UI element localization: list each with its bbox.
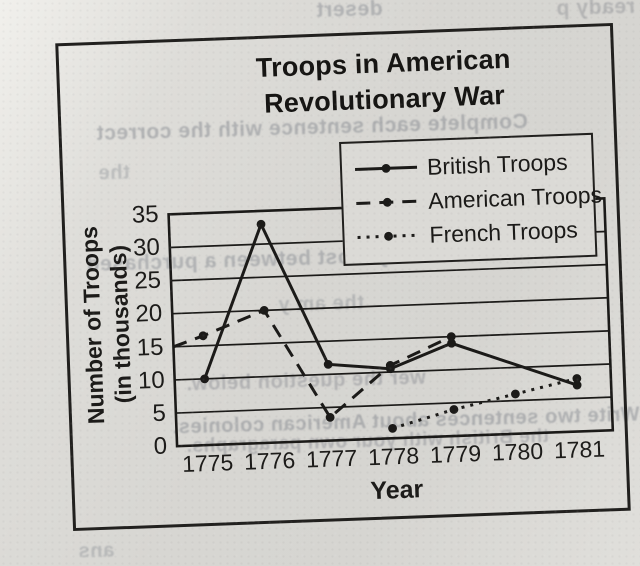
data-point-marker [572, 380, 582, 390]
chart-title-line2: Revolutionary War [263, 79, 506, 119]
y-tick-label: 5 [152, 399, 167, 427]
data-point-marker [447, 338, 456, 348]
x-tick-label: 1778 [367, 442, 420, 471]
data-point-marker [325, 412, 335, 422]
series-line-solid [203, 220, 578, 387]
data-point-marker [449, 405, 459, 414]
y-tick-label: 0 [153, 432, 168, 461]
gridline [173, 330, 610, 348]
gridline [172, 296, 608, 315]
legend-label: American Troops [427, 180, 603, 214]
legend-swatch-solid [355, 163, 418, 173]
legend-label: French Troops [429, 215, 579, 248]
y-tick-label: 20 [135, 300, 163, 329]
x-tick-label: 1777 [305, 444, 358, 473]
series-line-dashed [172, 308, 452, 420]
gridline [170, 263, 607, 282]
y-tick-label: 10 [137, 366, 166, 395]
y-tick-label: 30 [132, 233, 161, 262]
legend-swatch-dashed [356, 197, 419, 207]
legend-row: American Troops [355, 178, 602, 221]
data-point-marker [388, 423, 397, 433]
data-point-marker [446, 332, 456, 342]
chart-figure-box: Troops in American Revolutionary War Num… [55, 22, 631, 532]
y-tick-label: 35 [131, 200, 160, 229]
plot-svg [167, 197, 615, 448]
x-tick-label: 1779 [429, 440, 482, 468]
data-point-marker [259, 305, 269, 315]
data-point-marker [511, 389, 520, 399]
y-tick-label: 15 [136, 333, 164, 362]
gridline [175, 396, 612, 414]
line-chart-plot [167, 197, 615, 448]
data-point-marker [323, 359, 333, 369]
data-point-marker [572, 374, 582, 383]
chart-title: Troops in American Revolutionary War [157, 38, 611, 126]
data-point-marker [256, 219, 266, 229]
data-point-marker [385, 361, 395, 370]
legend-swatch-dotted [357, 231, 420, 241]
chart-title-line1: Troops in American [255, 43, 511, 84]
bleedthrough-text: desert [315, 0, 383, 22]
x-axis-title: Year [369, 475, 424, 506]
legend-row: French Troops [356, 212, 591, 255]
legend-row: British Troops [353, 144, 588, 187]
y-tick-label: 25 [133, 266, 162, 295]
data-point-marker [198, 331, 208, 341]
data-point-marker [200, 374, 210, 384]
x-tick-label: 1775 [181, 449, 234, 478]
x-tick-label: 1776 [243, 446, 296, 475]
chart-legend: British Troops American Troops French Troo… [339, 132, 602, 266]
x-tick-label: 1780 [491, 437, 544, 466]
legend-label: British Troops [426, 148, 568, 180]
x-tick-label: 1781 [553, 435, 606, 464]
bleedthrough-text: ready p [555, 0, 636, 21]
bleedthrough-text: ans [77, 539, 115, 563]
